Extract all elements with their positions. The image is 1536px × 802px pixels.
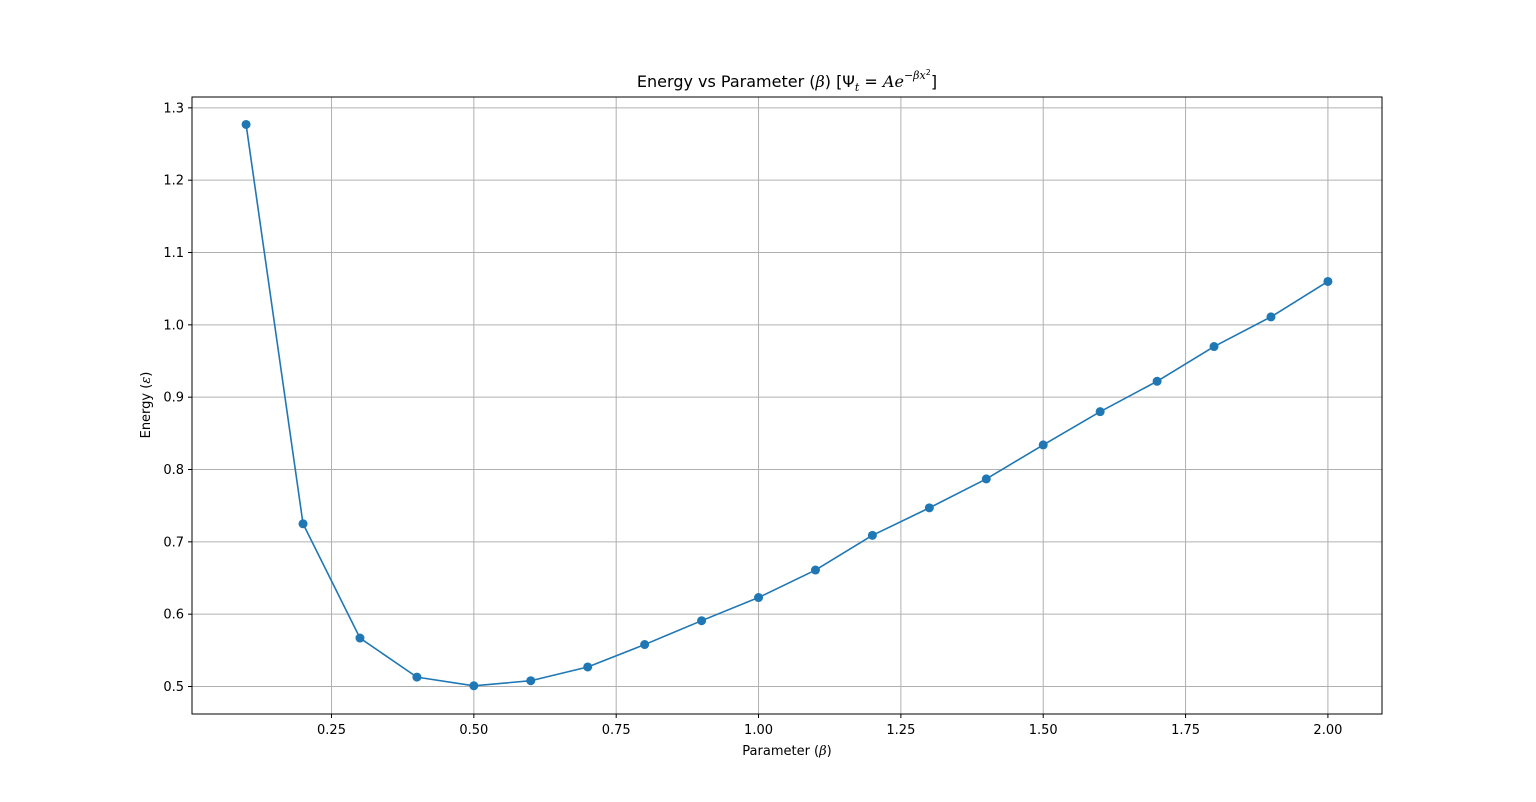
data-point	[1095, 407, 1105, 417]
series-line-group	[241, 119, 1333, 691]
data-point	[1152, 376, 1162, 386]
y-tick-label: 0.9	[163, 391, 184, 406]
y-axis-label-symbol: ε	[139, 377, 154, 384]
data-point	[1323, 276, 1333, 286]
plot-frame	[191, 96, 1383, 715]
data-point	[298, 519, 308, 529]
title-exponent-power: 2	[926, 68, 931, 77]
data-point	[924, 503, 934, 513]
data-point	[241, 119, 251, 129]
data-point	[355, 633, 365, 643]
x-axis: 0.25 0.50 0.75 1.00 1.25 1.50 1.75 2.00	[317, 714, 1342, 738]
y-tick-label: 0.7	[163, 535, 184, 550]
x-axis-label-prefix: Parameter (	[742, 744, 819, 759]
y-axis-label: Energy (ε)	[139, 372, 154, 439]
x-tick-label: 0.25	[317, 723, 346, 738]
y-tick-label: 0.6	[163, 608, 184, 623]
data-point	[526, 676, 536, 686]
data-point	[1266, 312, 1276, 322]
x-axis-label: Parameter (β)	[742, 744, 831, 759]
title-e: e	[894, 72, 903, 91]
data-point	[412, 672, 422, 682]
title-exponent: −βx	[904, 69, 927, 82]
data-point	[583, 662, 593, 672]
x-tick-label: 0.50	[459, 723, 488, 738]
data-point	[867, 530, 877, 540]
title-middle: ) [Ψ	[825, 72, 855, 91]
grid	[192, 97, 1382, 714]
x-tick-label: 1.75	[1171, 723, 1200, 738]
y-tick-label: 1.2	[163, 174, 184, 189]
title-subscript-t: t	[855, 81, 860, 94]
data-point	[697, 616, 707, 626]
series-line	[245, 124, 1329, 687]
data-point	[1038, 440, 1048, 450]
x-tick-label: 1.25	[886, 723, 915, 738]
x-axis-label-symbol: β	[818, 744, 827, 759]
data-point	[1209, 342, 1219, 352]
y-tick-label: 0.8	[163, 463, 184, 478]
y-axis-label-suffix: )	[139, 372, 154, 377]
title-suffix: ]	[931, 72, 937, 91]
data-point	[469, 681, 479, 691]
data-point	[640, 640, 650, 650]
title-equals: =	[859, 72, 883, 91]
data-point	[810, 565, 820, 575]
y-tick-label: 0.5	[163, 680, 184, 695]
y-axis: 0.5 0.6 0.7 0.8 0.9 1.0 1.1 1.2 1.3	[163, 101, 192, 695]
data-point	[754, 593, 764, 603]
y-tick-label: 1.0	[163, 318, 184, 333]
chart-title: Energy vs Parameter (β) [Ψt = Ae−βx2]	[637, 68, 937, 94]
y-tick-label: 1.1	[163, 246, 184, 261]
x-tick-label: 1.50	[1029, 723, 1058, 738]
x-tick-label: 0.75	[602, 723, 631, 738]
x-tick-label: 1.00	[744, 723, 773, 738]
x-axis-label-suffix: )	[827, 744, 832, 759]
title-prefix: Energy vs Parameter (	[637, 72, 816, 91]
y-tick-label: 1.3	[163, 101, 184, 116]
title-beta: β	[814, 72, 824, 91]
y-axis-label-prefix: Energy (	[139, 384, 154, 439]
x-tick-label: 2.00	[1313, 723, 1342, 738]
data-point	[981, 474, 991, 484]
title-A: A	[881, 72, 895, 91]
plot-area	[192, 97, 1382, 714]
